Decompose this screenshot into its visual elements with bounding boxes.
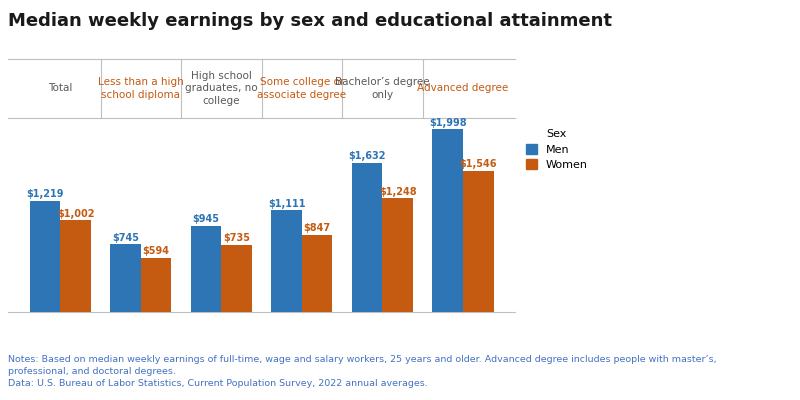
Text: $1,632: $1,632 bbox=[348, 152, 386, 162]
Text: Advanced degree: Advanced degree bbox=[418, 83, 509, 93]
Text: Total: Total bbox=[48, 83, 73, 93]
Bar bbox=[141, 258, 171, 312]
Text: $1,546: $1,546 bbox=[459, 159, 497, 169]
Text: Notes: Based on median weekly earnings of full-time, wage and salary workers, 25: Notes: Based on median weekly earnings o… bbox=[8, 356, 717, 388]
Bar bbox=[190, 226, 222, 312]
Bar bbox=[432, 129, 463, 312]
Text: $1,111: $1,111 bbox=[268, 199, 306, 209]
Bar bbox=[463, 171, 494, 312]
Text: Some college or
associate degree: Some college or associate degree bbox=[258, 77, 346, 100]
Bar bbox=[382, 198, 413, 312]
Bar bbox=[222, 245, 252, 312]
Legend: Men, Women: Men, Women bbox=[526, 129, 588, 170]
Text: $1,248: $1,248 bbox=[379, 186, 417, 196]
Bar bbox=[60, 220, 91, 312]
Text: $745: $745 bbox=[112, 232, 139, 242]
Bar bbox=[271, 210, 302, 312]
Text: $1,002: $1,002 bbox=[57, 209, 94, 219]
Text: $1,998: $1,998 bbox=[429, 118, 466, 128]
Bar bbox=[352, 163, 382, 312]
Text: $847: $847 bbox=[304, 223, 330, 233]
Text: $594: $594 bbox=[142, 246, 170, 256]
Text: Less than a high
school diploma: Less than a high school diploma bbox=[98, 77, 184, 100]
Text: $945: $945 bbox=[193, 214, 219, 224]
Bar bbox=[110, 244, 141, 312]
Text: $735: $735 bbox=[223, 234, 250, 244]
Bar bbox=[302, 234, 333, 312]
Bar bbox=[30, 200, 60, 312]
Text: Bachelor’s degree
only: Bachelor’s degree only bbox=[335, 77, 430, 100]
Text: Median weekly earnings by sex and educational attainment: Median weekly earnings by sex and educat… bbox=[8, 12, 612, 30]
Text: High school
graduates, no
college: High school graduates, no college bbox=[185, 71, 258, 106]
Text: $1,219: $1,219 bbox=[26, 189, 64, 199]
